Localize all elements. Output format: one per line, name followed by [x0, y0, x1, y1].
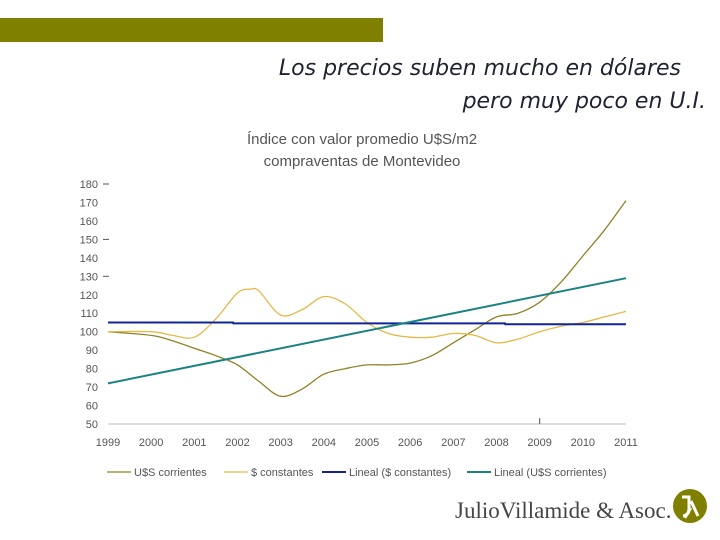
y-tick-label: 120: [80, 290, 98, 302]
y-tick-label: 150: [80, 234, 98, 246]
series-constantes: [107, 287, 627, 344]
chart-title-text: Índice con valor promedio U$S/m2: [247, 131, 477, 148]
legend-label: U$S corrientes: [134, 467, 207, 479]
slide-title-line-2: pero muy poco en U.I.: [462, 89, 706, 114]
y-tick-label: 100: [80, 327, 98, 339]
y-tick-label: 130: [80, 271, 98, 283]
x-axis: 1999 2000 2001 2002 2003 2004 2005 2006 2007 2008…: [96, 418, 638, 449]
x-tick-label: 2010: [571, 437, 595, 449]
x-tick-label: 2007: [441, 437, 465, 449]
y-tick-label: 160: [80, 216, 98, 228]
y-tick-label: 70: [86, 382, 98, 394]
legend-label: $ constantes: [251, 467, 314, 479]
x-tick-label: 2003: [268, 437, 292, 449]
x-tick-label: 2000: [139, 437, 163, 449]
brand-name: JulioVillamide & Asoc.: [455, 498, 672, 523]
x-tick-label: 2011: [614, 437, 638, 449]
legend-label: Lineal (U$S corrientes): [494, 467, 607, 479]
y-tick-label: 60: [86, 401, 98, 413]
series-usd-corrientes: [107, 200, 627, 398]
y-tick-label: 90: [86, 345, 98, 357]
slide-title: Los precios suben mucho en dólares pero …: [206, 52, 706, 118]
y-tick-label: 180: [80, 179, 98, 191]
x-tick-label: 1999: [96, 437, 120, 449]
x-tick-label: 2006: [398, 437, 422, 449]
chart-subtitle-text: compraventas de Montevideo: [264, 153, 461, 170]
series-lineal-constantes: [108, 321, 626, 326]
legend-label: Lineal ($ constantes): [349, 467, 451, 479]
y-tick-label: 80: [86, 364, 98, 376]
chart-legend: U$S corrientes $ constantes Lineal ($ cons…: [107, 467, 607, 479]
y-tick-label: 50: [86, 419, 98, 431]
header-accent-bar: [0, 18, 383, 42]
y-tick-label: 170: [80, 197, 98, 209]
series-lines: [107, 200, 627, 398]
x-tick-label: 2004: [312, 437, 336, 449]
y-tick-label: 140: [80, 253, 98, 265]
x-tick-label: 2005: [355, 437, 379, 449]
line-chart: Índice con valor promedio U$S/m2 comprav…: [80, 131, 638, 479]
series-lineal-usd-corrientes: [107, 277, 627, 385]
x-tick-label: 2002: [225, 437, 249, 449]
slide-title-line-1: Los precios suben mucho en dólares: [278, 56, 681, 81]
x-tick-label: 2008: [484, 437, 508, 449]
x-tick-label: 2009: [527, 437, 551, 449]
y-axis: 50 60 70 80 90 100 110 120 130 140 150 160 170 180: [80, 179, 109, 431]
jv-monogram-icon: [673, 489, 707, 523]
x-tick-label: 2001: [182, 437, 206, 449]
y-tick-label: 110: [80, 308, 98, 320]
chart-title: Índice con valor promedio U$S/m2 comprav…: [247, 131, 477, 170]
